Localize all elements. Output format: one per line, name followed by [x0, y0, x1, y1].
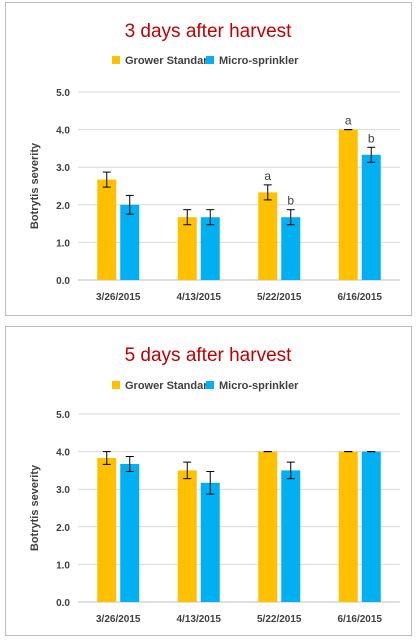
chart-panel-5-days: 5 days after harvest Grower Standard Micro… [5, 326, 412, 636]
chart-3-days: 3 days after harvest Grower Standard Micro… [29, 21, 400, 303]
bar-micro-sprinkler [120, 464, 140, 602]
significance-letter: b [368, 131, 375, 145]
significance-letter: a [345, 114, 352, 128]
bar-micro-sprinkler [361, 154, 381, 280]
bar-grower-standard [177, 470, 197, 602]
x-tick-label: 6/16/2015 [338, 614, 383, 625]
bar-micro-sprinkler [200, 482, 220, 602]
y-tick-label: 4.0 [56, 448, 70, 459]
y-tick-label: 3.0 [56, 163, 70, 174]
y-axis-label: Botrytis severity [29, 142, 41, 229]
x-tick-label: 5/22/2015 [257, 614, 302, 625]
bar-grower-standard [338, 451, 358, 602]
legend-label-1: Micro-sprinkler [219, 55, 299, 67]
y-tick-label: 2.0 [56, 201, 70, 212]
x-tick-label: 6/16/2015 [338, 292, 383, 303]
y-tick-label: 1.0 [56, 560, 70, 571]
significance-letter: a [264, 169, 271, 183]
legend-swatch-0 [112, 56, 120, 64]
y-axis-label: Botrytis severity [29, 464, 41, 551]
bar-grower-standard [97, 457, 117, 602]
bar-grower-standard [258, 451, 278, 602]
legend-label-0: Grower Standard [125, 380, 214, 392]
legend-label-1: Micro-sprinkler [219, 380, 299, 392]
x-tick-label: 4/13/2015 [177, 292, 222, 303]
y-tick-label: 3.0 [56, 485, 70, 496]
chart-title: 3 days after harvest [125, 21, 293, 42]
x-tick-label: 5/22/2015 [257, 292, 302, 303]
bar-micro-sprinkler [281, 470, 301, 602]
legend-swatch-1 [206, 56, 214, 64]
significance-letter: b [287, 194, 294, 208]
legend-swatch-0 [112, 381, 120, 389]
bar-micro-sprinkler [361, 451, 381, 602]
y-tick-label: 1.0 [56, 238, 70, 249]
x-tick-label: 3/26/2015 [96, 292, 141, 303]
y-tick-label: 2.0 [56, 523, 70, 534]
x-tick-label: 3/26/2015 [96, 614, 141, 625]
chart-panel-3-days: 3 days after harvest Grower Standard Micro… [5, 2, 412, 316]
legend-swatch-1 [206, 381, 214, 389]
chart-title: 5 days after harvest [125, 345, 293, 366]
chart-5-days: 5 days after harvest Grower Standard Micro… [29, 345, 400, 625]
y-tick-label: 4.0 [56, 126, 70, 137]
y-tick-label: 0.0 [56, 598, 70, 609]
y-tick-label: 0.0 [56, 276, 70, 287]
y-tick-label: 5.0 [56, 88, 70, 99]
bar-micro-sprinkler [281, 217, 301, 280]
bar-grower-standard [177, 217, 197, 280]
bar-grower-standard [97, 179, 117, 280]
bar-grower-standard [258, 192, 278, 280]
y-tick-label: 5.0 [56, 410, 70, 421]
bar-grower-standard [338, 129, 358, 280]
bar-micro-sprinkler [200, 217, 220, 280]
bar-micro-sprinkler [120, 204, 140, 280]
legend-label-0: Grower Standard [125, 55, 214, 67]
x-tick-label: 4/13/2015 [177, 614, 222, 625]
